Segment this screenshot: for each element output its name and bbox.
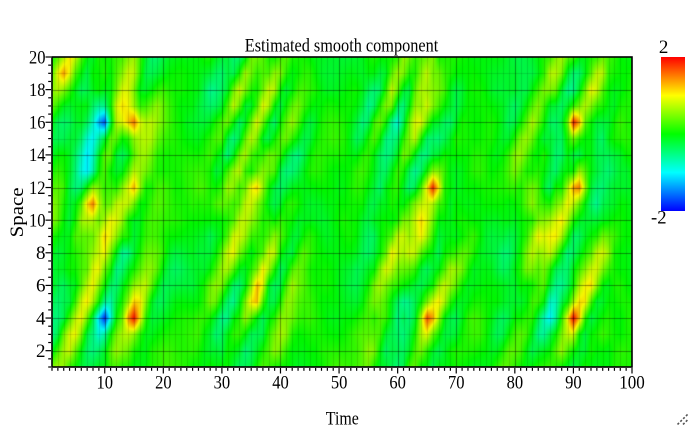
- svg-text:10: 10: [96, 373, 113, 394]
- svg-text:60: 60: [389, 373, 406, 394]
- svg-text:2: 2: [659, 37, 669, 58]
- svg-text:90: 90: [565, 373, 582, 394]
- svg-text:30: 30: [214, 373, 231, 394]
- svg-text:Time: Time: [326, 409, 359, 425]
- svg-text:100: 100: [619, 373, 645, 394]
- svg-text:20: 20: [29, 47, 46, 68]
- svg-text:-2: -2: [651, 207, 667, 228]
- svg-text:8: 8: [36, 243, 46, 264]
- svg-text:70: 70: [448, 373, 465, 394]
- svg-text:2: 2: [36, 341, 46, 362]
- svg-text:4: 4: [36, 308, 46, 329]
- svg-text:16: 16: [29, 113, 46, 134]
- svg-text:12: 12: [29, 178, 46, 199]
- svg-text:80: 80: [507, 373, 524, 394]
- svg-text:40: 40: [272, 373, 289, 394]
- svg-text:20: 20: [155, 373, 172, 394]
- svg-text:Space: Space: [7, 187, 28, 237]
- svg-text:14: 14: [29, 145, 46, 166]
- svg-text:18: 18: [29, 80, 46, 101]
- svg-text:Estimated smooth component: Estimated smooth component: [245, 35, 439, 56]
- svg-text:10: 10: [29, 210, 46, 231]
- svg-text:50: 50: [331, 373, 348, 394]
- svg-text:6: 6: [36, 276, 46, 297]
